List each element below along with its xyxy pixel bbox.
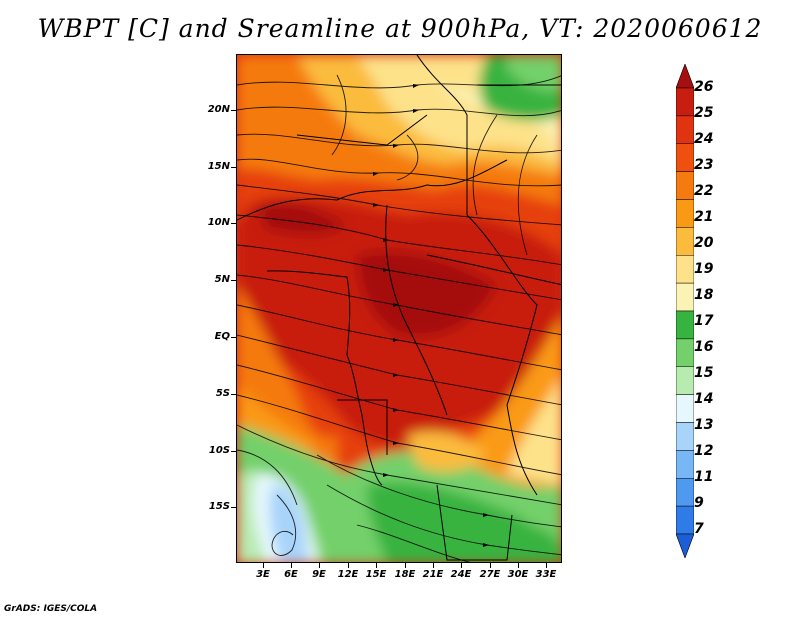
colorbar-label: 14 [694, 391, 714, 407]
lat-tick [231, 110, 236, 111]
colorbar-segment [676, 505, 694, 535]
grads-credit: GrADS: IGES/COLA [4, 604, 98, 614]
lon-tick [263, 563, 264, 568]
colorbar-segment [676, 422, 694, 451]
colorbar-segment [676, 87, 694, 117]
colorbar-label: 16 [694, 339, 714, 355]
colorbar-label: 20 [694, 235, 714, 251]
colorbar-label: 21 [694, 209, 714, 225]
lon-label: 24E [450, 569, 472, 580]
lat-tick [231, 394, 236, 395]
colorbar [676, 64, 694, 558]
lat-label: 5N [214, 274, 230, 285]
colorbar-label: 23 [694, 157, 714, 173]
lon-tick [490, 563, 491, 568]
colorbar-label: 18 [694, 287, 714, 303]
colorbar-label: 11 [694, 469, 714, 485]
lat-label: EQ [214, 331, 230, 342]
colorbar-segment [676, 366, 694, 395]
colorbar-segment [676, 171, 694, 200]
lon-label: 18E [394, 569, 416, 580]
lat-label: 10S [208, 445, 230, 456]
lon-tick [405, 563, 406, 568]
colorbar-segment [676, 115, 694, 145]
lon-label: 3E [256, 569, 270, 580]
lon-label: 33E [535, 569, 557, 580]
colorbar-label: 22 [694, 183, 714, 199]
lon-tick [291, 563, 292, 568]
colorbar-segment [676, 282, 694, 312]
lon-tick [433, 563, 434, 568]
colorbar-label: 13 [694, 417, 714, 433]
colorbar-label: 19 [694, 261, 714, 277]
lon-label: 9E [312, 569, 326, 580]
lat-tick [231, 451, 236, 452]
colorbar-label: 24 [694, 131, 714, 147]
lon-label: 30E [507, 569, 529, 580]
lat-label: 15N [207, 161, 230, 172]
lon-tick [348, 563, 349, 568]
colorbar-label: 26 [694, 79, 714, 95]
lat-tick [231, 507, 236, 508]
colorbar-segment [676, 394, 694, 423]
lat-tick [231, 280, 236, 281]
colorbar-segment [676, 64, 694, 89]
colorbar-label: 25 [694, 105, 714, 121]
lon-label: 12E [337, 569, 359, 580]
colorbar-label: 17 [694, 313, 714, 329]
lat-label: 15S [208, 501, 230, 512]
lat-label: 10N [207, 217, 230, 228]
colorbar-segment [676, 533, 694, 558]
colorbar-segment [676, 310, 694, 340]
lon-label: 21E [422, 569, 444, 580]
colorbar-segment [676, 143, 694, 172]
lon-tick [518, 563, 519, 568]
colorbar-segment [676, 254, 694, 284]
colorbar-segment [676, 338, 694, 368]
colorbar-segment [676, 477, 694, 507]
wbpt-field [237, 55, 561, 562]
lon-label: 6E [284, 569, 298, 580]
lon-tick [319, 563, 320, 568]
colorbar-segment [676, 199, 694, 228]
lat-tick [231, 167, 236, 168]
colorbar-segment [676, 450, 694, 479]
colorbar-label: 12 [694, 443, 714, 459]
lon-tick [461, 563, 462, 568]
lat-tick [231, 223, 236, 224]
colorbar-segment [676, 227, 694, 256]
colorbar-label: 15 [694, 365, 714, 381]
lat-label: 5S [215, 388, 230, 399]
lon-tick [376, 563, 377, 568]
colorbar-label: 9 [694, 495, 704, 511]
colorbar-label: 7 [694, 521, 704, 537]
lat-tick [231, 337, 236, 338]
lon-tick [546, 563, 547, 568]
map-plot-area [236, 54, 562, 563]
lon-label: 27E [479, 569, 501, 580]
map-title: WBPT [C] and Sreamline at 900hPa, VT: 20… [37, 14, 763, 43]
lat-label: 20N [207, 104, 230, 115]
lon-label: 15E [365, 569, 387, 580]
